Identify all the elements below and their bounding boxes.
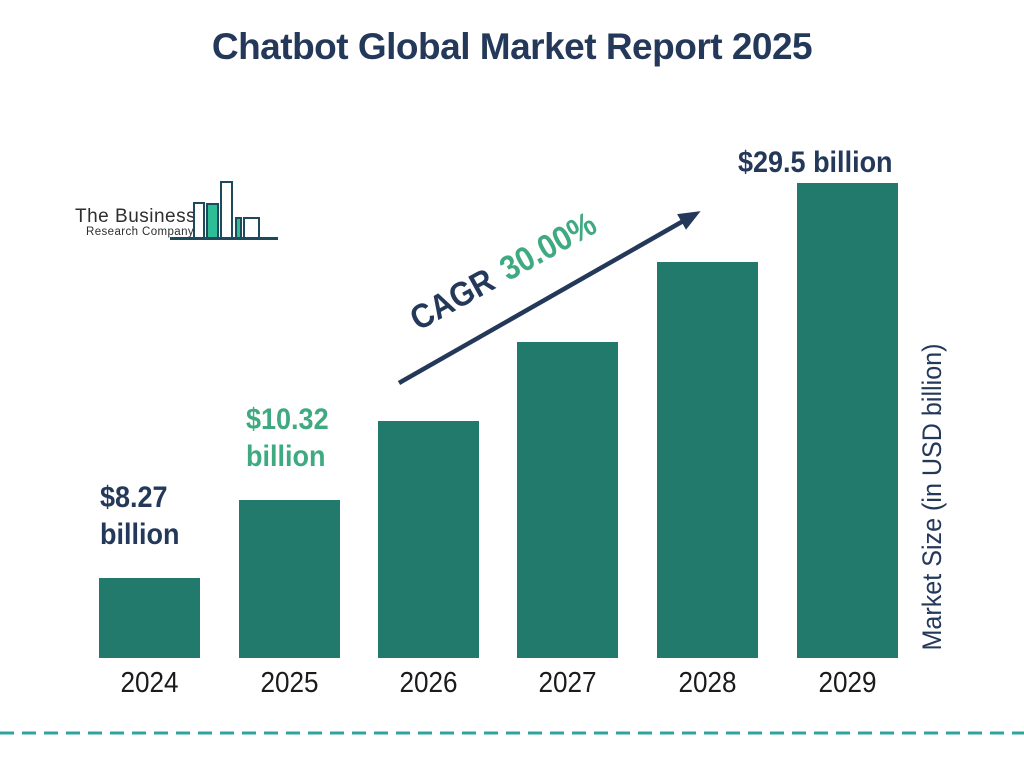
value-label-2025-line2: billion — [246, 440, 326, 473]
x-tick-2027: 2027 — [538, 667, 597, 699]
bar-2025 — [239, 500, 340, 658]
logo-text-sub: Research Company — [86, 226, 195, 238]
y-axis-label: Market Size (in USD billion) — [917, 343, 947, 651]
bar-2028 — [657, 262, 758, 658]
value-label-2024-line1: $8.27 — [100, 481, 168, 514]
x-tick-2024: 2024 — [120, 667, 179, 699]
x-tick-2025: 2025 — [260, 667, 319, 699]
value-label-2024: $8.27 billion — [100, 479, 179, 553]
bar-2027 — [517, 342, 618, 658]
x-tick-2028: 2028 — [678, 667, 737, 699]
logo-baseline — [170, 237, 278, 240]
value-label-2029: $29.5 billion — [738, 144, 893, 181]
company-logo: The Business Research Company — [75, 170, 290, 250]
x-tick-2026: 2026 — [399, 667, 458, 699]
bar-2029 — [797, 183, 898, 658]
value-label-2025-line1: $10.32 — [246, 403, 329, 436]
bar-2024 — [99, 578, 200, 658]
value-label-2029-line1: $29.5 billion — [738, 146, 893, 179]
value-label-2024-line2: billion — [100, 518, 180, 551]
logo-text-main: The Business — [75, 206, 197, 227]
bar-2026 — [378, 421, 479, 658]
chart-title: Chatbot Global Market Report 2025 — [211, 26, 813, 67]
value-label-2025: $10.32 billion — [246, 401, 329, 475]
growth-arrow — [397, 211, 701, 385]
x-tick-2029: 2029 — [818, 667, 877, 699]
